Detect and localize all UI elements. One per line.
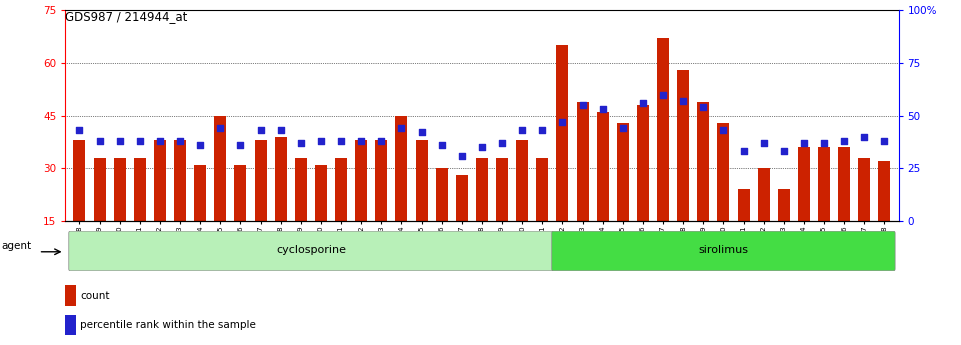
- Bar: [255, 140, 266, 221]
- Point: [514, 128, 530, 133]
- Point: [615, 126, 630, 131]
- Bar: [134, 158, 146, 221]
- Point: [172, 138, 187, 144]
- Point: [676, 98, 691, 104]
- Bar: [657, 38, 669, 221]
- Point: [313, 138, 329, 144]
- Bar: [597, 112, 608, 221]
- Point: [212, 126, 228, 131]
- Bar: [698, 101, 709, 221]
- Bar: [536, 158, 549, 221]
- Point: [233, 142, 248, 148]
- Bar: [194, 165, 207, 221]
- Point: [192, 142, 208, 148]
- Bar: [818, 147, 830, 221]
- Bar: [476, 158, 488, 221]
- Bar: [435, 168, 448, 221]
- Bar: [678, 70, 689, 221]
- Point: [132, 138, 147, 144]
- Point: [554, 119, 570, 125]
- Text: agent: agent: [1, 241, 32, 251]
- Bar: [456, 175, 468, 221]
- Point: [655, 92, 671, 97]
- Point: [817, 140, 832, 146]
- Point: [293, 140, 308, 146]
- Bar: [415, 140, 428, 221]
- Point: [776, 149, 792, 154]
- Point: [475, 144, 490, 150]
- Point: [856, 134, 872, 139]
- Bar: [737, 189, 750, 221]
- Bar: [718, 122, 729, 221]
- Point: [253, 128, 268, 133]
- Point: [716, 128, 731, 133]
- Bar: [798, 147, 810, 221]
- Point: [797, 140, 812, 146]
- Text: percentile rank within the sample: percentile rank within the sample: [81, 320, 257, 330]
- Bar: [777, 189, 790, 221]
- Point: [575, 102, 590, 108]
- Bar: [556, 46, 569, 221]
- Point: [635, 100, 651, 106]
- Point: [876, 138, 892, 144]
- FancyBboxPatch shape: [69, 231, 553, 271]
- Text: GDS987 / 214944_at: GDS987 / 214944_at: [65, 10, 187, 23]
- Point: [414, 130, 430, 135]
- Text: sirolimus: sirolimus: [699, 245, 749, 255]
- Bar: [496, 158, 508, 221]
- Text: count: count: [81, 291, 110, 301]
- Point: [836, 138, 851, 144]
- Point: [112, 138, 128, 144]
- Bar: [617, 122, 628, 221]
- FancyBboxPatch shape: [552, 231, 895, 271]
- Bar: [65, 315, 76, 335]
- Point: [455, 153, 470, 158]
- Point: [595, 107, 610, 112]
- Point: [394, 126, 409, 131]
- Bar: [73, 140, 86, 221]
- Bar: [637, 105, 649, 221]
- Point: [354, 138, 369, 144]
- Bar: [174, 140, 186, 221]
- Bar: [516, 140, 529, 221]
- Point: [273, 128, 288, 133]
- Bar: [858, 158, 871, 221]
- Point: [534, 128, 550, 133]
- Bar: [757, 168, 770, 221]
- Bar: [214, 116, 227, 221]
- Text: cyclosporine: cyclosporine: [276, 245, 346, 255]
- Point: [72, 128, 87, 133]
- Bar: [234, 165, 246, 221]
- Point: [736, 149, 752, 154]
- Bar: [838, 147, 850, 221]
- Bar: [356, 140, 367, 221]
- Point: [434, 142, 450, 148]
- Bar: [93, 158, 106, 221]
- Bar: [295, 158, 307, 221]
- Point: [696, 105, 711, 110]
- Point: [152, 138, 167, 144]
- Bar: [154, 140, 166, 221]
- Point: [494, 140, 509, 146]
- Bar: [335, 158, 347, 221]
- Bar: [65, 285, 76, 306]
- Bar: [395, 116, 407, 221]
- Point: [374, 138, 389, 144]
- Bar: [275, 137, 286, 221]
- Bar: [577, 101, 588, 221]
- Bar: [878, 161, 891, 221]
- Point: [333, 138, 349, 144]
- Point: [92, 138, 108, 144]
- Point: [756, 140, 772, 146]
- Bar: [113, 158, 126, 221]
- Bar: [376, 140, 387, 221]
- Bar: [315, 165, 327, 221]
